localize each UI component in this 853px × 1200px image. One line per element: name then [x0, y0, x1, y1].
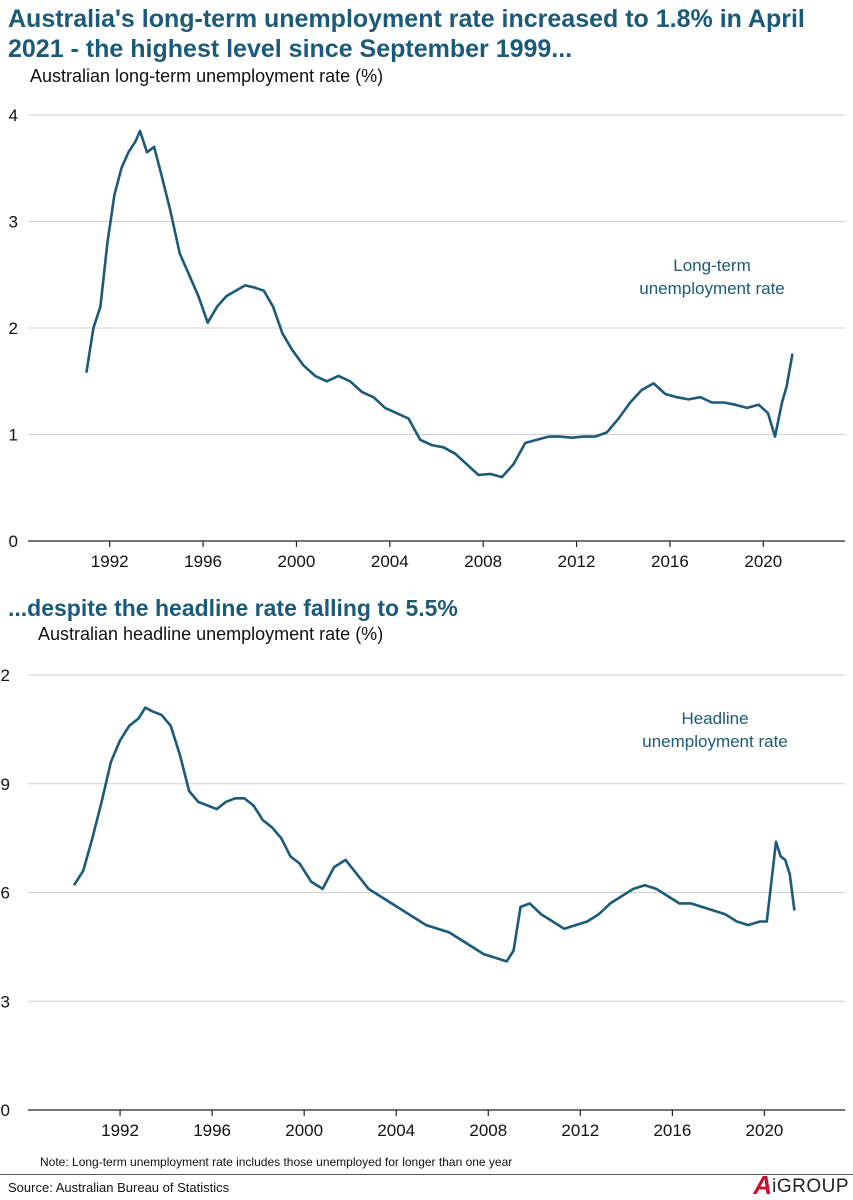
- y-tick-label: 0: [9, 532, 18, 551]
- x-tick-label: 2020: [746, 1121, 784, 1140]
- logo-mark: A: [753, 1170, 773, 1200]
- y-tick-label: 4: [9, 106, 18, 125]
- series-label-line-1: Headline: [681, 709, 748, 728]
- aigroup-logo: A iGROUP: [753, 1170, 849, 1198]
- long-term-rate-line: [85, 129, 794, 479]
- x-tick-label: 2008: [469, 1121, 507, 1140]
- long-term-unemployment-chart: 0 1 2 3 4 1992 1996 2000 2004 2008 2012 2016 2020 L…: [9, 106, 845, 571]
- bottom-chart-title: ...despite the headline rate falling to …: [8, 595, 458, 621]
- y-tick-label: 3: [9, 213, 18, 232]
- series-label-line-1: Long-term: [673, 256, 750, 275]
- x-tick-label: 2012: [558, 552, 596, 571]
- x-tick-label: 1992: [91, 552, 129, 571]
- y-tick-label: 9: [1, 775, 10, 794]
- y-tick-labels: 0 1 2 3 4: [9, 106, 18, 551]
- x-tick-label: 2012: [561, 1121, 599, 1140]
- x-tick-label: 2016: [653, 1121, 691, 1140]
- logo-text: iGROUP: [772, 1176, 849, 1197]
- x-tick-label: 2000: [278, 552, 316, 571]
- series-label-line-2: unemployment rate: [639, 279, 785, 298]
- bottom-chart-subtitle: Australian headline unemployment rate (%…: [38, 624, 384, 644]
- x-tick-label: 2020: [744, 552, 782, 571]
- y-tick-label: 2: [9, 319, 18, 338]
- x-tick-label: 2008: [464, 552, 502, 571]
- top-chart-title: Australia's long-term unemployment rate …: [8, 5, 805, 63]
- series-label-line-2: unemployment rate: [642, 732, 788, 751]
- headline-rate-line: [72, 706, 796, 963]
- headline-unemployment-chart: 036912 19921996200020042008201220162020 …: [0, 666, 845, 1140]
- x-tick-label: 1992: [101, 1121, 139, 1140]
- y-tick-label: 12: [0, 666, 10, 685]
- y-tick-label: 3: [1, 992, 10, 1011]
- source-note: Source: Australian Bureau of Statistics: [8, 1180, 230, 1195]
- x-tick-label: 1996: [193, 1121, 231, 1140]
- y-tick-labels: 0 3 6 9 12: [0, 666, 10, 1120]
- y-tick-label: 0: [1, 1101, 10, 1120]
- chart-footnote: Note: Long-term unemployment rate includ…: [40, 1155, 513, 1169]
- x-tick-label: 2004: [371, 552, 409, 571]
- y-tick-label: 6: [1, 884, 10, 903]
- x-ticks: 1992 1996 2000 2004 2008 2012 2016 2020: [91, 541, 782, 571]
- x-tick-label: 2004: [377, 1121, 415, 1140]
- footer-divider: [0, 1174, 853, 1175]
- x-tick-label: 1996: [184, 552, 222, 571]
- top-chart-subtitle: Australian long-term unemployment rate (…: [30, 66, 384, 86]
- x-tick-label: 2016: [651, 552, 689, 571]
- x-tick-label: 2000: [285, 1121, 323, 1140]
- y-gridlines: [28, 114, 845, 435]
- y-tick-label: 1: [9, 426, 18, 445]
- y-gridlines: [28, 674, 845, 1002]
- x-ticks: 1992 1996 2000 2004 2008 2012 2016 2020: [101, 1110, 783, 1140]
